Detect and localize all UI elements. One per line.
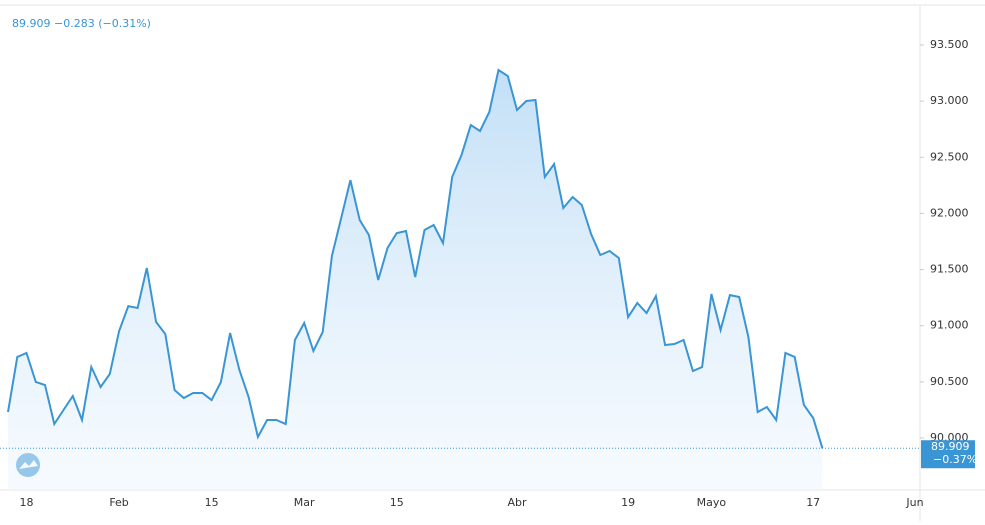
x-tick-label: Feb — [109, 496, 128, 509]
y-tick-label: 93.000 — [930, 94, 969, 107]
y-tick-label: 92.500 — [930, 150, 969, 163]
x-tick-label: 15 — [390, 496, 404, 509]
x-tick-label: 17 — [806, 496, 820, 509]
price-tag-value: 89.909 — [931, 440, 970, 453]
price-tag-change: −0.37% — [933, 453, 977, 466]
y-tick-label: 91.500 — [930, 263, 969, 276]
y-tick-label: 92.000 — [930, 206, 969, 219]
x-tick-label: 19 — [621, 496, 635, 509]
price-tag-bg — [921, 440, 975, 469]
y-tick-label: 93.500 — [930, 38, 969, 51]
y-tick-label: 90.500 — [930, 375, 969, 388]
x-tick-label: 18 — [20, 496, 34, 509]
x-tick-label: Mar — [294, 496, 315, 509]
x-tick-label: Mayo — [697, 496, 727, 509]
header: 89.909 −0.283 (−0.31%) — [12, 17, 151, 30]
x-tick-label: Jun — [905, 496, 923, 509]
price-line — [7, 68, 824, 449]
area-fill — [8, 70, 823, 490]
x-tick-label: Abr — [508, 496, 528, 509]
x-tick-label: 15 — [205, 496, 219, 509]
y-tick-label: 91.000 — [930, 319, 969, 332]
